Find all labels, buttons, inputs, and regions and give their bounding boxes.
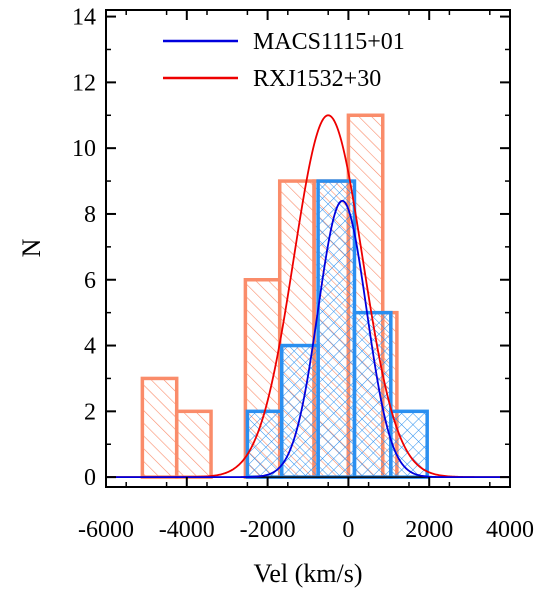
- y-tick-label: 8: [84, 202, 96, 228]
- y-axis-label: N: [17, 238, 46, 257]
- plot-frame: [105, 9, 511, 488]
- y-tick-label: 6: [84, 268, 96, 294]
- axis-ticks: [105, 10, 511, 487]
- macs1115-bar-1: [279, 343, 320, 479]
- macs1115-histogram: [245, 179, 429, 479]
- rxj1532-bar-0: [140, 376, 179, 479]
- y-tick-label: 2: [84, 399, 96, 425]
- y-tick-label: 14: [72, 5, 96, 31]
- x-tick-label: -4000: [159, 517, 215, 543]
- x-tick-label: 0: [342, 517, 354, 543]
- x-tick-label: 4000: [486, 517, 534, 543]
- legend: MACS1115+01 RXJ1532+30: [163, 29, 405, 92]
- macs1115-gaussian-fit: [106, 199, 510, 479]
- gaussian-fits: [106, 114, 510, 479]
- x-tick-label: -6000: [78, 517, 134, 543]
- macs1115-bar-2: [316, 179, 357, 479]
- y-tick-label: 4: [84, 334, 96, 360]
- x-tick-label: -2000: [240, 517, 296, 543]
- y-tick-label: 12: [72, 70, 96, 96]
- x-tick-label: 2000: [405, 517, 453, 543]
- y-tick-label: 10: [72, 136, 96, 162]
- legend-label-macs1115: MACS1115+01: [253, 29, 405, 55]
- legend-label-rxj1532: RXJ1532+30: [253, 66, 381, 92]
- y-tick-labels: 0 2 4 6 8 10 12 14: [72, 5, 96, 492]
- x-axis-label: Vel (km/s): [253, 559, 362, 588]
- y-tick-label: 0: [84, 465, 96, 491]
- macs1115-bar-3: [352, 310, 393, 479]
- x-tick-labels: -6000 -4000 -2000 0 2000 4000: [78, 517, 534, 543]
- rxj1532-bar-1: [174, 409, 213, 479]
